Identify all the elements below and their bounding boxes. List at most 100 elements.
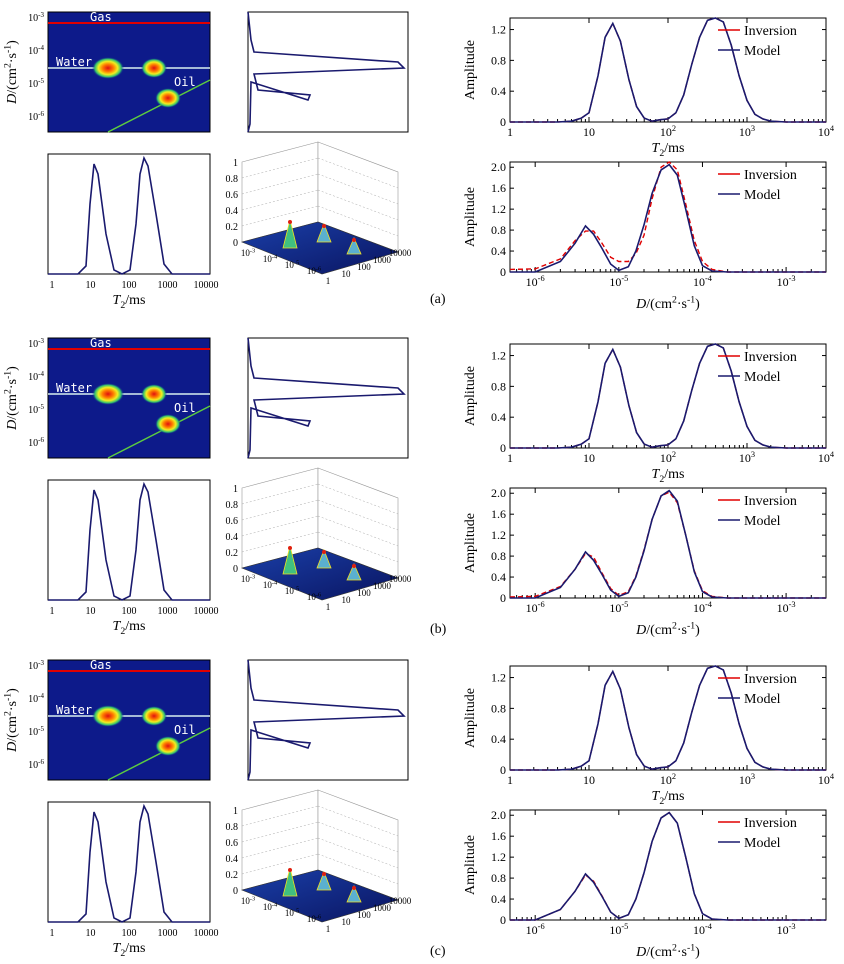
y-tick-label: 0.4 [491, 410, 506, 424]
y-tick-label: 10-6 [28, 436, 44, 449]
water-peak-2 [141, 384, 167, 404]
x-tick-label: 103 [739, 450, 755, 465]
y-tick-label: 0.4 [491, 732, 506, 746]
amplitude-plot-(b)-t2: 0 0.4 0.8 1.2 1 10 102 103 104 Inversion Model Ampl… [463, 343, 835, 485]
grid-line [241, 837, 319, 859]
d-tick-label: 10-5 [285, 585, 299, 596]
x-tick-label: 10-6 [526, 922, 545, 937]
x-tick-label: 10000 [194, 928, 219, 939]
y-tick-label: 0.8 [491, 871, 506, 885]
y-tick-label: 10-5 [28, 77, 44, 90]
d-tick-label: 10-4 [263, 253, 278, 264]
x-axis-label: T2/ms [113, 293, 146, 311]
y-tick-label: 0.8 [491, 379, 506, 393]
grid-line [241, 853, 319, 875]
grid-line [241, 821, 319, 843]
grid-line [241, 499, 319, 521]
x-tick-label: 102 [660, 450, 676, 465]
x-axis-label: T2/ms [652, 789, 685, 807]
y-tick-label: 10-3 [28, 11, 44, 24]
oil-label: Oil [174, 75, 196, 89]
surface-peak [346, 563, 362, 581]
surface-peak-top [352, 564, 356, 568]
legend-label-model: Model [744, 188, 781, 203]
water-label: Water [56, 55, 92, 69]
gas-label: Gas [90, 658, 112, 672]
y-tick-label: 0 [500, 115, 506, 129]
surface-peak [282, 545, 298, 575]
y-tick-label: 0 [500, 265, 506, 279]
plot-frame [509, 161, 827, 273]
y-tick-label: 0.4 [491, 892, 506, 906]
legend-label-model: Model [744, 44, 781, 59]
z-tick-label: 1 [233, 158, 238, 169]
x-tick-label: 102 [660, 124, 676, 139]
y-tick-label: 2.0 [491, 808, 506, 822]
grid-line [241, 189, 319, 211]
t2-projection-(c): 1 10 100 1000 10000 T2/ms [47, 801, 219, 959]
y-tick-label: 0.8 [491, 549, 506, 563]
y-tick-label: 1.2 [491, 23, 506, 37]
surface-peak [316, 222, 332, 243]
y-tick-label: 1.2 [491, 850, 506, 864]
t2-tick-label: 1000 [373, 255, 392, 265]
y-tick-label: 1.6 [491, 181, 506, 195]
y-tick-label: 10-3 [28, 337, 44, 350]
amplitude-plot-(a)-d: 0 0.4 0.8 1.2 1.6 2.0 10-6 10-5 10-4 10-3 Inversio… [463, 160, 827, 312]
surface-floor [241, 221, 399, 275]
y-tick-label: 1.6 [491, 829, 506, 843]
model-line [510, 489, 826, 599]
t2-tick-label: 100 [357, 910, 371, 920]
x-tick-label: 1000 [158, 280, 178, 291]
y-tick-label: 1.2 [491, 671, 506, 685]
t2-projection-line [48, 803, 210, 923]
grid-line [241, 531, 319, 553]
legend-label-inversion: Inversion [744, 24, 797, 39]
x-tick-label: 10 [86, 606, 96, 617]
gas-label: Gas [90, 10, 112, 24]
map-frame [47, 337, 211, 459]
surface-3d-(c): 00.20.40.60.8110-310-410-510-61101001000… [226, 789, 412, 934]
x-tick-label: 1000 [158, 928, 178, 939]
legend-label-inversion: Inversion [744, 672, 797, 687]
y-tick-label: 10-4 [28, 44, 44, 57]
d-axis-label: D/(cm2·s-1) [2, 366, 20, 431]
z-tick-label: 1 [233, 484, 238, 495]
y-tick-label: 0 [500, 441, 506, 455]
model-line [510, 665, 826, 771]
projection-frame [47, 153, 211, 275]
x-tick-label: 10-3 [777, 922, 796, 937]
d-axis-label: D/(cm2·s-1) [2, 40, 20, 105]
grid-line [241, 157, 319, 179]
x-tick-label: 1000 [158, 606, 178, 617]
map-frame [47, 659, 211, 781]
water-peak-1 [92, 57, 124, 79]
panel-label-b: (b) [430, 622, 447, 637]
z-tick-label: 0.2 [226, 222, 239, 233]
water-peak-2 [141, 58, 167, 78]
t2-tick-label: 1 [326, 602, 331, 612]
grid-line [241, 173, 319, 195]
x-tick-label: 1 [507, 773, 513, 787]
z-tick-label: 0.4 [226, 854, 239, 865]
oil-peak [155, 414, 181, 434]
y-tick-label: 2.0 [491, 160, 506, 174]
y-axis-label: Amplitude [463, 187, 478, 247]
grid-line [241, 515, 319, 537]
surface-peak [346, 237, 362, 255]
t2-tick-label: 100 [357, 262, 371, 272]
grid-line [241, 205, 319, 227]
panel-label-c: (c) [430, 944, 446, 959]
x-tick-label: 10 [86, 928, 96, 939]
z-tick-label: 1 [233, 806, 238, 817]
y-tick-label: 10-6 [28, 758, 44, 771]
d-projection-line [247, 337, 406, 459]
model-line [510, 811, 826, 921]
y-tick-label: 0 [500, 591, 506, 605]
x-tick-label: 10-4 [693, 274, 713, 289]
x-tick-label: 1 [50, 928, 55, 939]
oil-line [107, 405, 211, 459]
y-tick-label: 0.4 [491, 244, 506, 258]
z-tick-label: 0.6 [226, 190, 239, 201]
x-tick-label: 103 [739, 772, 755, 787]
